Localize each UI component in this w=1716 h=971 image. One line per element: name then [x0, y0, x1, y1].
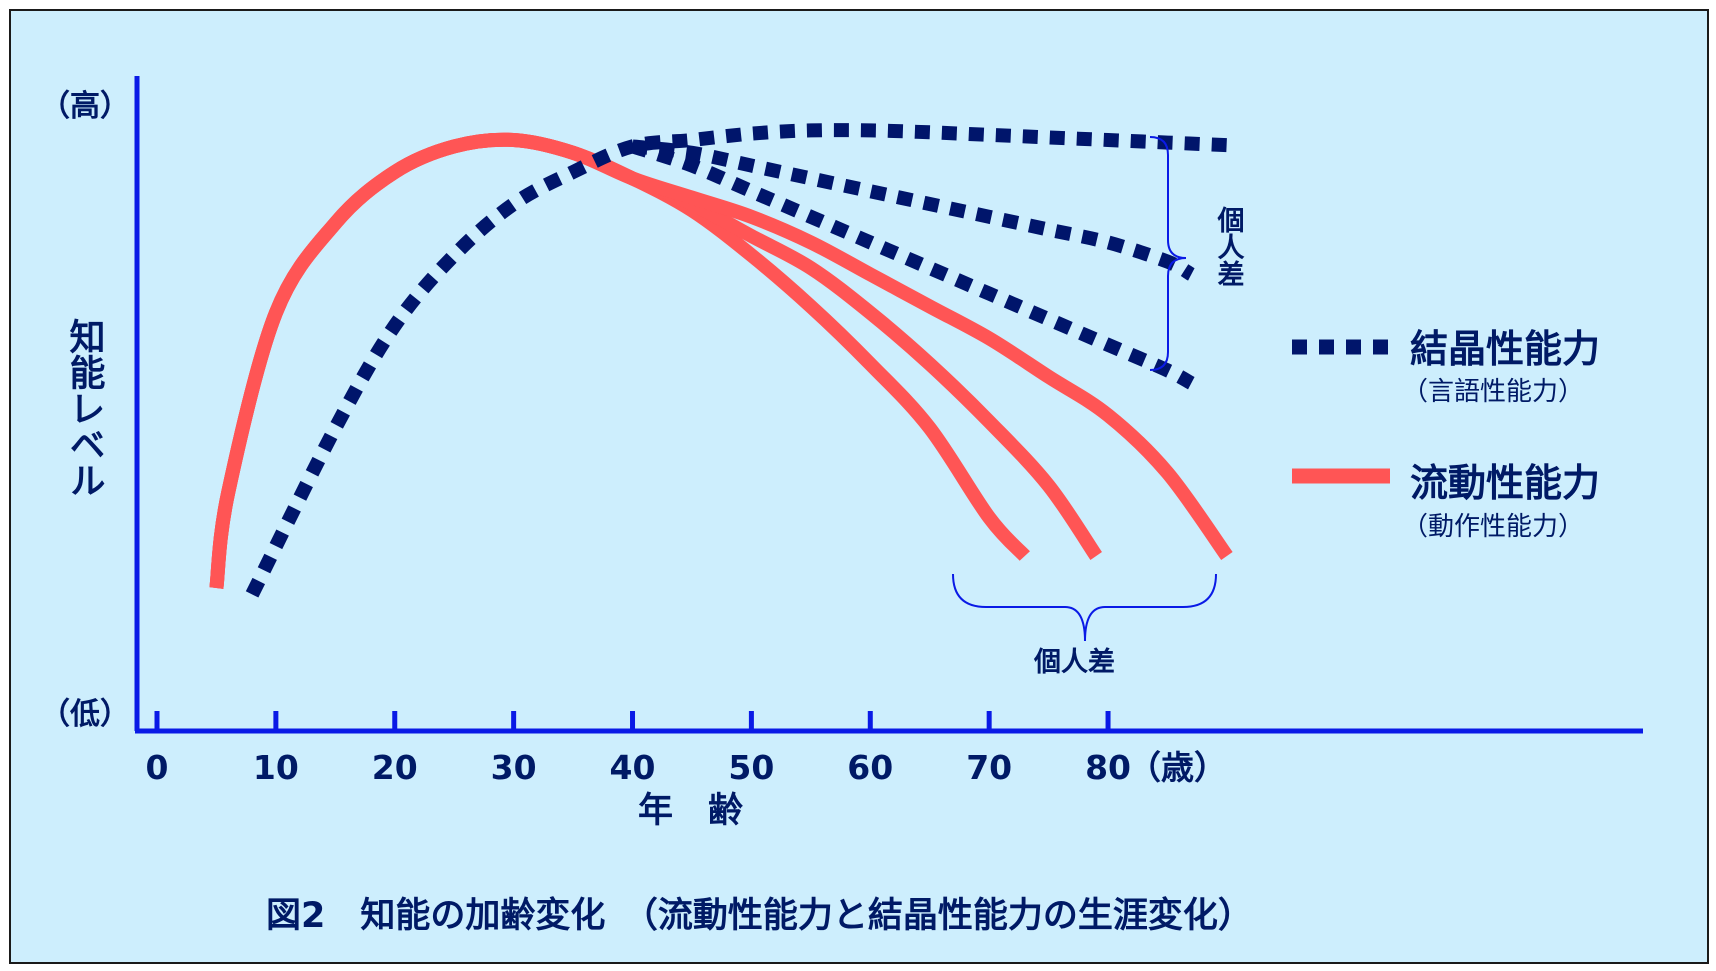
series-line-crystallized-1 [245, 123, 1228, 598]
legend-label-fluid: 流動性能力 [1410, 461, 1600, 505]
series-line-fluid-1 [209, 132, 1030, 589]
individual-difference-label-bottom: 個人差 [1033, 646, 1115, 678]
brace-fluid [952, 573, 1217, 642]
y-axis-label: 知能レベル [64, 318, 106, 498]
x-tick-label-20: 20 [372, 748, 418, 787]
x-tick-label-50: 50 [728, 748, 774, 787]
series-line-crystallized-2 [631, 139, 1195, 281]
y-high-label: （高） [40, 89, 130, 124]
legend-sub-crystallized: （言語性能力） [1402, 377, 1584, 407]
x-tick-label-60: 60 [847, 748, 893, 787]
series-line-fluid-3 [209, 132, 1233, 589]
x-tick-label-0: 0 [146, 748, 169, 787]
brace-crystallized [1149, 136, 1187, 371]
x-tick-label-80: 80 [1085, 748, 1131, 787]
legend-label-crystallized: 結晶性能力 [1410, 327, 1600, 371]
x-unit-label: （歳） [1128, 748, 1227, 787]
x-tick-label-30: 30 [491, 748, 537, 787]
chart-title: 図2 知能の加齢変化 （流動性能力と結晶性能力の生涯変化） [266, 895, 1253, 936]
legend-sub-fluid: （動作性能力） [1402, 512, 1584, 542]
x-axis-label: 年 齢 [638, 791, 743, 831]
x-tick-label-40: 40 [610, 748, 656, 787]
chart-frame [9, 9, 1709, 964]
x-tick-label-10: 10 [253, 748, 299, 787]
y-low-label: （低） [40, 697, 130, 732]
individual-difference-label-right: 個人差 [1213, 206, 1246, 287]
x-tick-label-70: 70 [966, 748, 1012, 787]
series-line-crystallized-3 [630, 139, 1195, 390]
